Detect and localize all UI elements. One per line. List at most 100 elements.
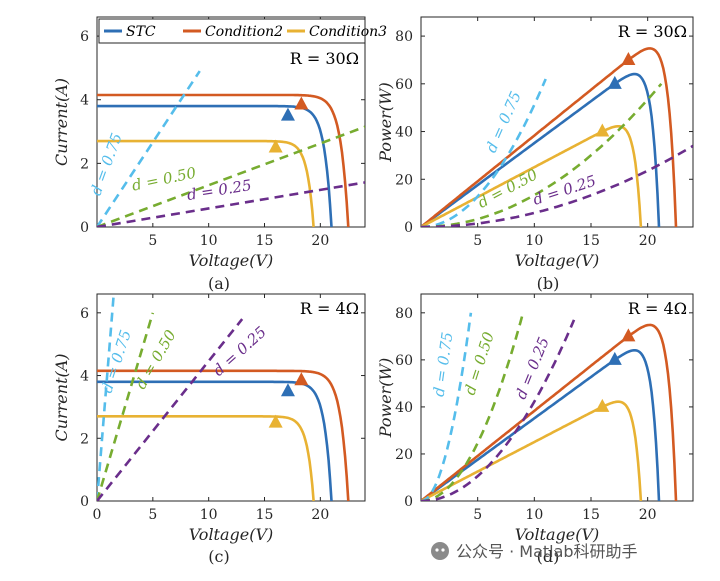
curve-condition2 (97, 93, 350, 227)
y-tick-label: 20 (395, 447, 413, 463)
plot-frame (96, 293, 366, 502)
x-tick-label: 5 (148, 507, 157, 523)
y-tick-label: 40 (395, 125, 413, 141)
curve-condition2 (97, 369, 350, 501)
x-tick-label: 15 (256, 233, 274, 249)
x-tick-label: 0 (93, 507, 102, 523)
watermark-text: 公众号 · Matlab科研助手 (456, 542, 638, 561)
wechat-icon-eye (435, 548, 439, 552)
y-tick-label: 0 (404, 494, 413, 510)
panel-caption: (d) (537, 547, 560, 566)
legend-label-condition3: Condition3 (309, 24, 387, 40)
x-tick-label: 10 (200, 507, 218, 523)
mpp-marker-condition2 (621, 51, 636, 65)
resistance-annotation: R = 30Ω (618, 22, 687, 41)
load-line-d075 (421, 78, 547, 227)
curve-stc (421, 72, 661, 227)
x-tick-label: 20 (311, 507, 329, 523)
y-tick-label: 20 (395, 172, 413, 188)
load-line-d050 (421, 82, 663, 227)
curve-condition2 (421, 323, 678, 501)
y-tick-label: 6 (80, 29, 89, 45)
mpp-marker-condition2 (294, 372, 309, 386)
plot-area (97, 294, 350, 501)
x-axis-label: Voltage(V) (515, 251, 600, 270)
mpp-marker-stc (280, 107, 295, 121)
mpp-marker-condition3 (268, 139, 283, 153)
y-axis-label: Power(W) (376, 358, 395, 439)
curve-stc (97, 104, 333, 227)
x-tick-label: 15 (582, 507, 600, 523)
y-tick-label: 2 (80, 156, 89, 172)
x-tick-label: 5 (473, 233, 482, 249)
mpp-marker-condition2 (294, 96, 309, 110)
load-line-d025 (97, 318, 244, 501)
y-tick-label: 40 (395, 400, 413, 416)
x-tick-label: 15 (256, 507, 274, 523)
y-tick-label: 60 (395, 77, 413, 93)
panel-caption: (c) (208, 547, 229, 566)
x-tick-label: 10 (200, 233, 218, 249)
curve-condition3 (97, 414, 315, 501)
y-tick-label: 2 (80, 431, 89, 447)
legend-box (98, 18, 366, 44)
x-tick-label: 5 (473, 507, 482, 523)
y-tick-label: 60 (395, 353, 413, 369)
load-line-d050 (97, 125, 365, 227)
y-axis-label: Current(A) (52, 353, 71, 441)
x-tick-label: 5 (148, 233, 157, 249)
y-tick-label: 4 (80, 369, 89, 385)
x-tick-label: 20 (639, 507, 657, 523)
y-tick-label: 0 (80, 494, 89, 510)
resistance-annotation: R = 30Ω (290, 49, 359, 68)
mpp-marker-condition3 (268, 414, 283, 428)
resistance-annotation: R = 4Ω (300, 299, 359, 318)
load-line-d025 (421, 319, 576, 501)
mpp-marker-stc (607, 75, 622, 89)
x-axis-label: Voltage(V) (515, 525, 600, 544)
plot-frame (96, 16, 366, 228)
mpp-marker-stc (280, 383, 295, 397)
curve-stc (97, 380, 333, 501)
mpp-marker-stc (607, 351, 622, 365)
x-axis-label: Voltage(V) (189, 525, 274, 544)
mpp-marker-condition2 (621, 328, 636, 342)
panel-d: 5 10 15 20 0 20 40 60 80 Voltage(V) Power(W) (d) R =… (376, 293, 694, 566)
load-line-d075 (97, 70, 201, 227)
x-tick-label: 10 (525, 233, 543, 249)
panel-a: 5 10 15 20 0 2 4 6 Voltage(V) Current(A) (a) R = 30… (52, 16, 366, 293)
wechat-icon-eye (441, 548, 445, 552)
x-tick-label: 10 (525, 507, 543, 523)
legend-label-stc: STC (126, 24, 156, 40)
plot-area (97, 70, 365, 227)
wechat-icon (431, 542, 449, 560)
panel-c: 0 5 10 15 20 0 2 4 6 Voltage(V) Current(A) (c) R = 4… (52, 293, 366, 566)
y-tick-label: 0 (404, 220, 413, 236)
load-line-d050 (421, 312, 525, 501)
load-line-d075 (421, 312, 473, 501)
load-line-d050 (97, 312, 155, 501)
y-tick-label: 6 (80, 306, 89, 322)
watermark: 公众号 · Matlab科研助手 (431, 542, 638, 561)
y-tick-label: 4 (80, 93, 89, 109)
curve-condition2 (421, 47, 678, 227)
x-tick-label: 15 (582, 233, 600, 249)
y-tick-label: 80 (395, 306, 413, 322)
y-tick-label: 0 (80, 220, 89, 236)
curve-condition3 (97, 139, 315, 227)
y-axis-label: Current(A) (52, 78, 71, 166)
panel-caption: (b) (537, 274, 560, 293)
x-tick-label: 20 (311, 233, 329, 249)
mpp-marker-condition3 (595, 123, 610, 137)
load-line-d075 (97, 294, 116, 501)
y-axis-label: Power(W) (376, 82, 395, 163)
legend: STC Condition2 Condition3 (98, 18, 387, 44)
x-axis-label: Voltage(V) (189, 251, 274, 270)
legend-label-condition2: Condition2 (205, 24, 283, 40)
panel-caption: (a) (208, 274, 230, 293)
load-line-d025 (97, 181, 365, 227)
x-tick-label: 20 (639, 233, 657, 249)
load-line-d025 (421, 144, 693, 227)
mpp-marker-condition3 (595, 398, 610, 412)
